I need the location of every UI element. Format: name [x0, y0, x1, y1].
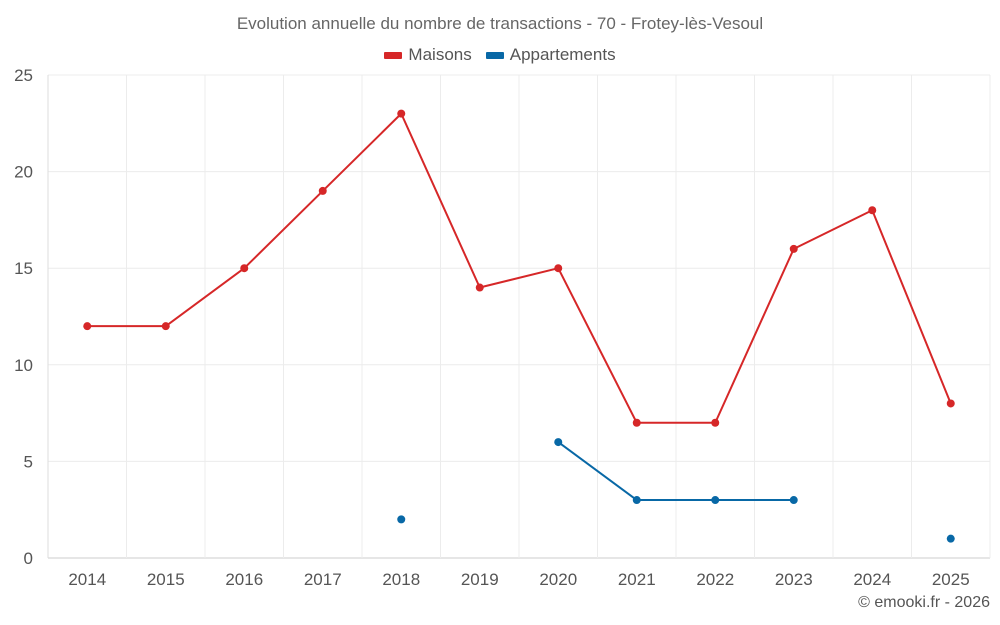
credit-text: © emooki.fr - 2026: [858, 594, 990, 611]
x-tick-label: 2019: [461, 570, 499, 589]
data-point-maisons: [318, 186, 327, 195]
y-tick-label: 25: [14, 66, 33, 85]
data-point-maisons: [946, 399, 955, 408]
y-tick-label: 5: [24, 452, 33, 471]
legend-swatch-appartements: [485, 51, 504, 59]
data-point-maisons: [83, 322, 92, 331]
legend-swatch-maisons: [384, 51, 403, 59]
data-point-appartements: [632, 496, 641, 505]
series-line-appartements: [557, 441, 794, 502]
x-tick-label: 2018: [382, 570, 420, 589]
data-point-appartements: [711, 496, 720, 505]
chart-title: Evolution annuelle du nombre de transact…: [236, 14, 764, 33]
data-point-appartements: [554, 438, 563, 447]
data-point-maisons: [397, 109, 406, 118]
data-point-maisons: [711, 418, 720, 427]
legend-label-appartements: Appartements: [509, 45, 616, 64]
y-tick-label: 0: [24, 549, 33, 568]
legend-item-maisons[interactable]: Maisons: [384, 45, 472, 65]
legend: Maisons Appartements: [0, 45, 1000, 65]
data-point-appartements: [397, 515, 406, 524]
series-line-maisons: [87, 112, 952, 424]
x-tick-label: 2020: [539, 570, 577, 589]
legend-item-appartements[interactable]: Appartements: [485, 45, 616, 65]
data-point-maisons: [475, 283, 484, 292]
data-point-maisons: [240, 264, 249, 273]
x-tick-label: 2016: [225, 570, 263, 589]
x-tick-label: 2014: [68, 570, 106, 589]
data-point-maisons: [632, 418, 641, 427]
data-point-maisons: [868, 206, 877, 215]
data-point-appartements: [946, 534, 955, 543]
x-tick-label: 2017: [304, 570, 342, 589]
x-tick-label: 2022: [696, 570, 734, 589]
data-point-maisons: [789, 244, 798, 253]
x-tick-label: 2024: [853, 570, 891, 589]
data-point-maisons: [554, 264, 563, 273]
legend-label-maisons: Maisons: [408, 45, 472, 64]
x-tick-label: 2025: [932, 570, 970, 589]
x-tick-label: 2021: [618, 570, 656, 589]
x-tick-label: 2023: [775, 570, 813, 589]
y-tick-label: 15: [14, 259, 33, 278]
x-tick-label: 2015: [147, 570, 185, 589]
y-tick-label: 20: [14, 163, 33, 182]
y-tick-label: 10: [14, 356, 33, 375]
data-point-appartements: [789, 496, 798, 505]
data-point-maisons: [161, 322, 170, 331]
